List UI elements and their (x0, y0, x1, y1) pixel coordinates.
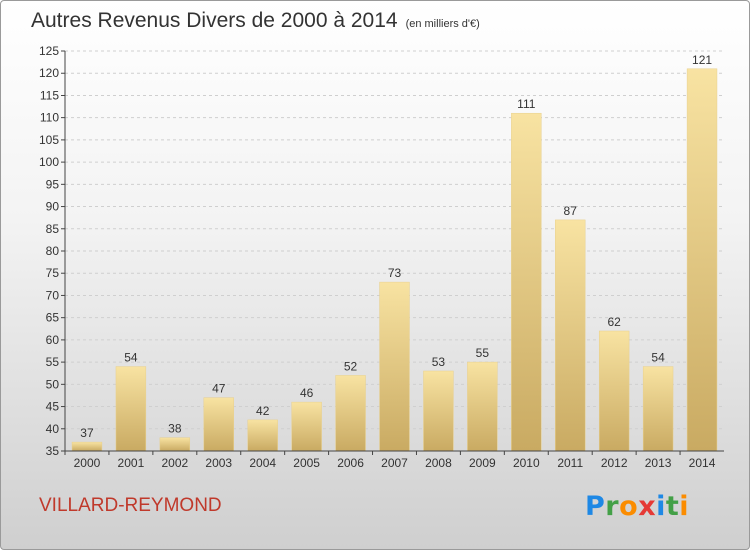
x-tick-label: 2011 (557, 456, 583, 470)
y-tick-label: 115 (40, 88, 59, 102)
bar (686, 68, 718, 452)
data-label: 46 (300, 386, 314, 400)
x-tick-label: 2012 (601, 456, 628, 470)
y-tick-label: 75 (46, 266, 60, 280)
y-tick-label: 95 (46, 177, 60, 191)
axes (64, 51, 724, 452)
chart-title: Autres Revenus Divers de 2000 à 2014 (31, 9, 398, 32)
y-tick-label: 125 (39, 44, 59, 58)
x-tick-label: 2005 (293, 456, 320, 470)
bar (71, 441, 103, 452)
bar (203, 397, 234, 452)
y-tick-label: 35 (46, 444, 60, 458)
data-label: 54 (124, 351, 138, 365)
x-tick-label: 2007 (381, 456, 408, 470)
x-tick-label: 2013 (645, 456, 672, 470)
bar (423, 370, 454, 452)
data-label: 47 (212, 382, 226, 396)
bars (71, 68, 718, 452)
x-tick-label: 2001 (118, 456, 145, 470)
bar (247, 419, 278, 452)
bar (291, 401, 322, 452)
x-tick-label: 2003 (205, 456, 232, 470)
y-tick-label: 55 (46, 355, 60, 369)
x-tick-label: 2004 (249, 456, 276, 470)
x-tick-label: 2002 (161, 456, 188, 470)
chart-subtitle: (en milliers d'€) (405, 18, 480, 30)
y-tick-label: 90 (46, 200, 60, 214)
data-label: 37 (80, 426, 94, 440)
data-label: 55 (476, 346, 490, 360)
x-tick-label: 2008 (425, 456, 452, 470)
y-tick-label: 110 (40, 111, 59, 125)
data-label: 87 (564, 204, 578, 218)
y-tick-label: 60 (46, 333, 60, 347)
bar (335, 375, 366, 452)
data-label: 121 (692, 53, 712, 67)
x-tick-label: 2009 (469, 456, 496, 470)
commune-name: VILLARD-REYMOND (39, 495, 222, 516)
y-tick-label: 80 (46, 244, 60, 258)
data-label: 42 (256, 404, 270, 418)
y-tick-label: 50 (46, 377, 60, 391)
data-label: 111 (517, 97, 536, 111)
data-label: 73 (388, 266, 402, 280)
bar (511, 112, 542, 452)
x-tick-label: 2014 (689, 456, 716, 470)
y-axis-ticks: 35 40 45 50 55 60 65 70 75 80 85 90 95 100 105 110 115 12… (39, 44, 65, 458)
proxiti-logo[interactable]: Proxiti (585, 491, 690, 522)
data-label: 54 (651, 351, 665, 365)
data-labels: 37 54 38 47 42 46 52 73 53 55 111 87 62 54 121 (80, 53, 712, 440)
bar (467, 361, 498, 452)
x-axis-ticks: 2000 2001 2002 2003 2004 2005 2006 2007 2008 2009… (64, 451, 716, 470)
x-tick-label: 2006 (337, 456, 364, 470)
title-row: Autres Revenus Divers de 2000 à 2014 (en … (31, 9, 480, 33)
data-label: 52 (344, 359, 358, 373)
bar (159, 437, 191, 452)
y-tick-label: 40 (46, 422, 60, 436)
bar (598, 330, 630, 452)
y-tick-label: 45 (46, 400, 60, 414)
y-tick-label: 105 (39, 133, 59, 147)
x-tick-label: 2010 (513, 456, 540, 470)
bar (642, 366, 674, 452)
y-tick-label: 65 (46, 311, 60, 325)
data-label: 62 (607, 315, 621, 329)
bar (555, 219, 586, 452)
data-label: 53 (432, 355, 446, 369)
bar (115, 366, 147, 452)
bar (379, 281, 410, 452)
y-tick-label: 85 (46, 222, 60, 236)
y-tick-label: 120 (39, 66, 59, 80)
data-label: 38 (168, 422, 182, 436)
grid-lines (65, 50, 724, 452)
x-tick-label: 2000 (74, 456, 101, 470)
y-tick-label: 100 (39, 155, 59, 169)
y-tick-label: 70 (46, 288, 60, 302)
